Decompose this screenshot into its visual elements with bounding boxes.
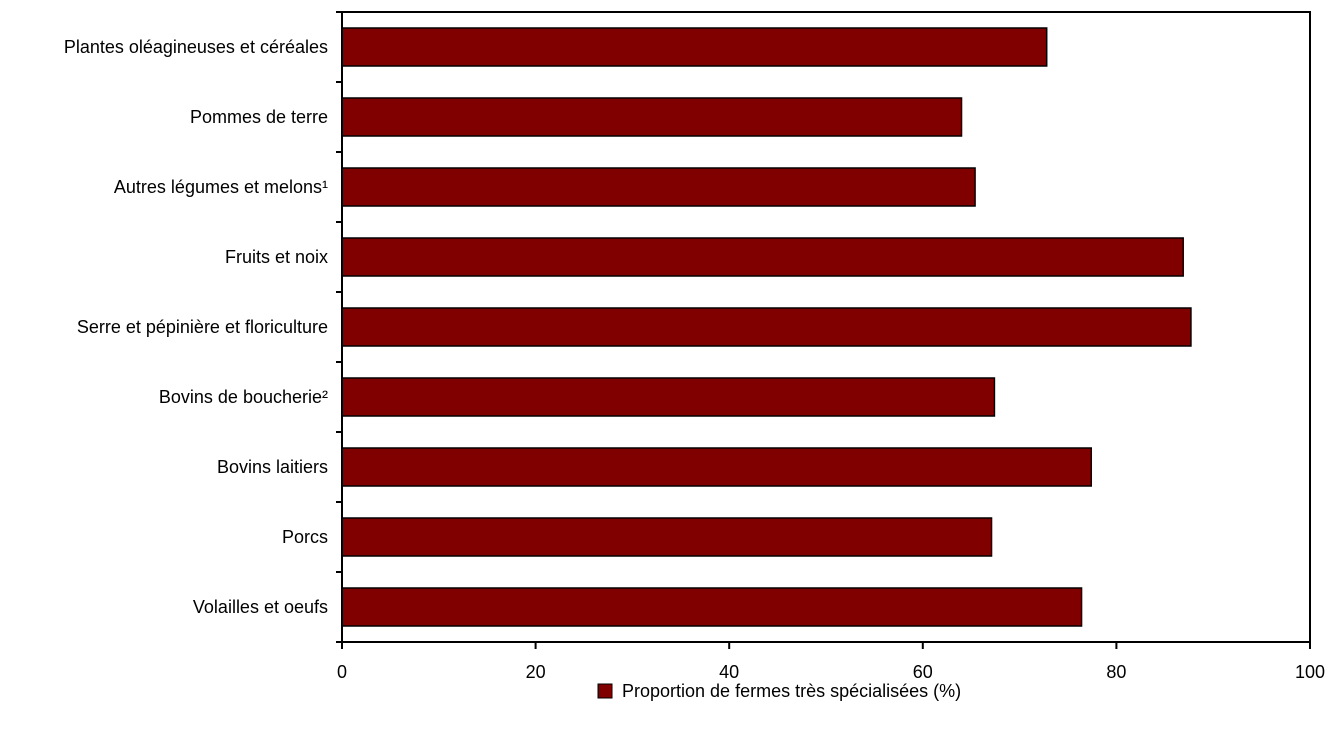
bar bbox=[341, 377, 996, 417]
bar bbox=[341, 587, 1083, 627]
bars-layer bbox=[341, 27, 1192, 627]
bar bbox=[341, 27, 1048, 67]
category-label: Serre et pépinière et floriculture bbox=[77, 317, 328, 337]
legend-label: Proportion de fermes très spécialisées (… bbox=[622, 681, 961, 701]
bar bbox=[341, 517, 993, 557]
category-labels: Plantes oléagineuses et céréales Pommes d… bbox=[64, 37, 328, 617]
bar bbox=[341, 167, 976, 207]
x-tick-label: 40 bbox=[719, 662, 739, 682]
category-label: Fruits et noix bbox=[225, 247, 328, 267]
x-axis-ticks: 0 20 40 60 80 100 bbox=[337, 642, 1325, 682]
legend: Proportion de fermes très spécialisées (… bbox=[597, 681, 961, 701]
category-label: Bovins de boucherie² bbox=[159, 387, 328, 407]
bar bbox=[341, 237, 1184, 277]
x-tick-label: 60 bbox=[913, 662, 933, 682]
x-tick-label: 100 bbox=[1295, 662, 1325, 682]
bar bbox=[341, 447, 1092, 487]
category-label: Plantes oléagineuses et céréales bbox=[64, 37, 328, 57]
category-label: Autres légumes et melons¹ bbox=[114, 177, 328, 197]
x-tick-label: 0 bbox=[337, 662, 347, 682]
category-label: Porcs bbox=[282, 527, 328, 547]
category-label: Bovins laitiers bbox=[217, 457, 328, 477]
category-label: Pommes de terre bbox=[190, 107, 328, 127]
bar bbox=[341, 97, 963, 137]
bar bbox=[341, 307, 1192, 347]
x-tick-label: 80 bbox=[1106, 662, 1126, 682]
legend-swatch bbox=[597, 683, 613, 699]
category-label: Volailles et oeufs bbox=[193, 597, 328, 617]
x-tick-label: 20 bbox=[526, 662, 546, 682]
